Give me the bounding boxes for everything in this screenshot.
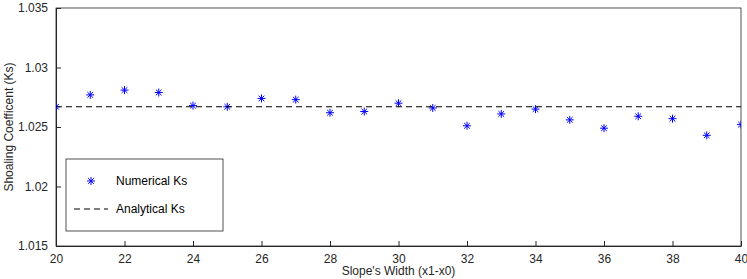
tick-mark <box>125 241 126 246</box>
tick-mark <box>399 241 400 246</box>
point <box>600 124 608 132</box>
point <box>121 86 129 94</box>
legend-box <box>66 159 223 231</box>
tick: 28 <box>324 241 338 266</box>
tick-label: 20 <box>50 252 64 266</box>
point <box>395 99 403 107</box>
tick-label: 38 <box>666 252 680 266</box>
tick: 1.03 <box>25 61 61 75</box>
tick-label: 26 <box>255 252 269 266</box>
legend: Numerical Ks Analytical Ks <box>66 159 223 231</box>
tick-mark <box>56 8 61 9</box>
tick: 34 <box>529 241 543 266</box>
point <box>429 104 437 112</box>
point <box>669 115 677 123</box>
tick: 22 <box>118 241 132 266</box>
tick-label: 34 <box>529 252 543 266</box>
tick-label: 1.03 <box>25 61 49 75</box>
tick: 38 <box>666 241 680 266</box>
point <box>189 102 197 110</box>
tick-label: 22 <box>118 252 132 266</box>
tick-label: 28 <box>324 252 338 266</box>
tick-mark <box>193 241 194 246</box>
point <box>497 110 505 118</box>
axis-line <box>57 246 742 247</box>
tick-label: 24 <box>187 252 201 266</box>
point <box>86 91 94 99</box>
tick: 36 <box>598 241 612 266</box>
legend-symbol <box>74 208 108 209</box>
tick-mark <box>262 241 263 246</box>
point <box>463 122 471 130</box>
tick-label: 40 <box>735 252 747 266</box>
tick-mark <box>56 246 61 247</box>
tick-mark <box>673 241 674 246</box>
tick-mark <box>56 68 61 69</box>
point <box>737 121 741 129</box>
tick-label: 1.025 <box>18 120 48 134</box>
tick-mark <box>741 241 742 246</box>
tick: 1.02 <box>25 180 61 194</box>
tick: 30 <box>392 241 406 266</box>
x-axis-title: Slope's Width (x1-x0) <box>342 264 456 278</box>
legend-label: Analytical Ks <box>116 202 185 216</box>
tick-label: 1.02 <box>25 180 49 194</box>
legend-label: Numerical Ks <box>116 174 187 188</box>
point <box>326 109 334 117</box>
point <box>258 94 266 102</box>
tick-label: 1.015 <box>18 239 48 253</box>
tick-mark <box>536 241 537 246</box>
point <box>155 88 163 96</box>
tick-label: 1.035 <box>18 1 48 15</box>
tick-mark <box>56 127 61 128</box>
tick: 24 <box>187 241 201 266</box>
tick-mark <box>330 241 331 246</box>
chart: 20 22 24 26 28 30 32 34 36 38 40 1.015 1.02 1.025 1.03… <box>0 0 747 279</box>
y-axis-title: Shoaling Coefficent (Ks) <box>2 62 16 191</box>
point <box>292 96 300 104</box>
point <box>703 131 711 139</box>
point <box>360 108 368 116</box>
tick-mark <box>467 241 468 246</box>
tick-label: 32 <box>461 252 475 266</box>
analytical-line <box>56 106 741 107</box>
tick-mark <box>56 187 61 188</box>
plot: 20 22 24 26 28 30 32 34 36 38 40 1.015 1.02 1.025 1.03… <box>18 1 747 265</box>
tick-label: 36 <box>598 252 612 266</box>
x-axis: 20 22 24 26 28 30 32 34 36 38 40 <box>50 241 747 266</box>
data-layer <box>56 86 741 139</box>
tick: 26 <box>255 241 269 266</box>
point <box>566 116 574 124</box>
y-axis: 1.015 1.02 1.025 1.03 1.035 <box>18 1 61 253</box>
point <box>634 112 642 120</box>
plot-frame <box>56 8 741 246</box>
legend-symbol <box>87 177 95 185</box>
tick: 32 <box>461 241 475 266</box>
tick-mark <box>604 241 605 246</box>
tick: 1.015 <box>18 239 61 253</box>
tick: 40 <box>735 241 747 266</box>
tick: 1.025 <box>18 120 61 134</box>
tick: 1.035 <box>18 1 61 15</box>
